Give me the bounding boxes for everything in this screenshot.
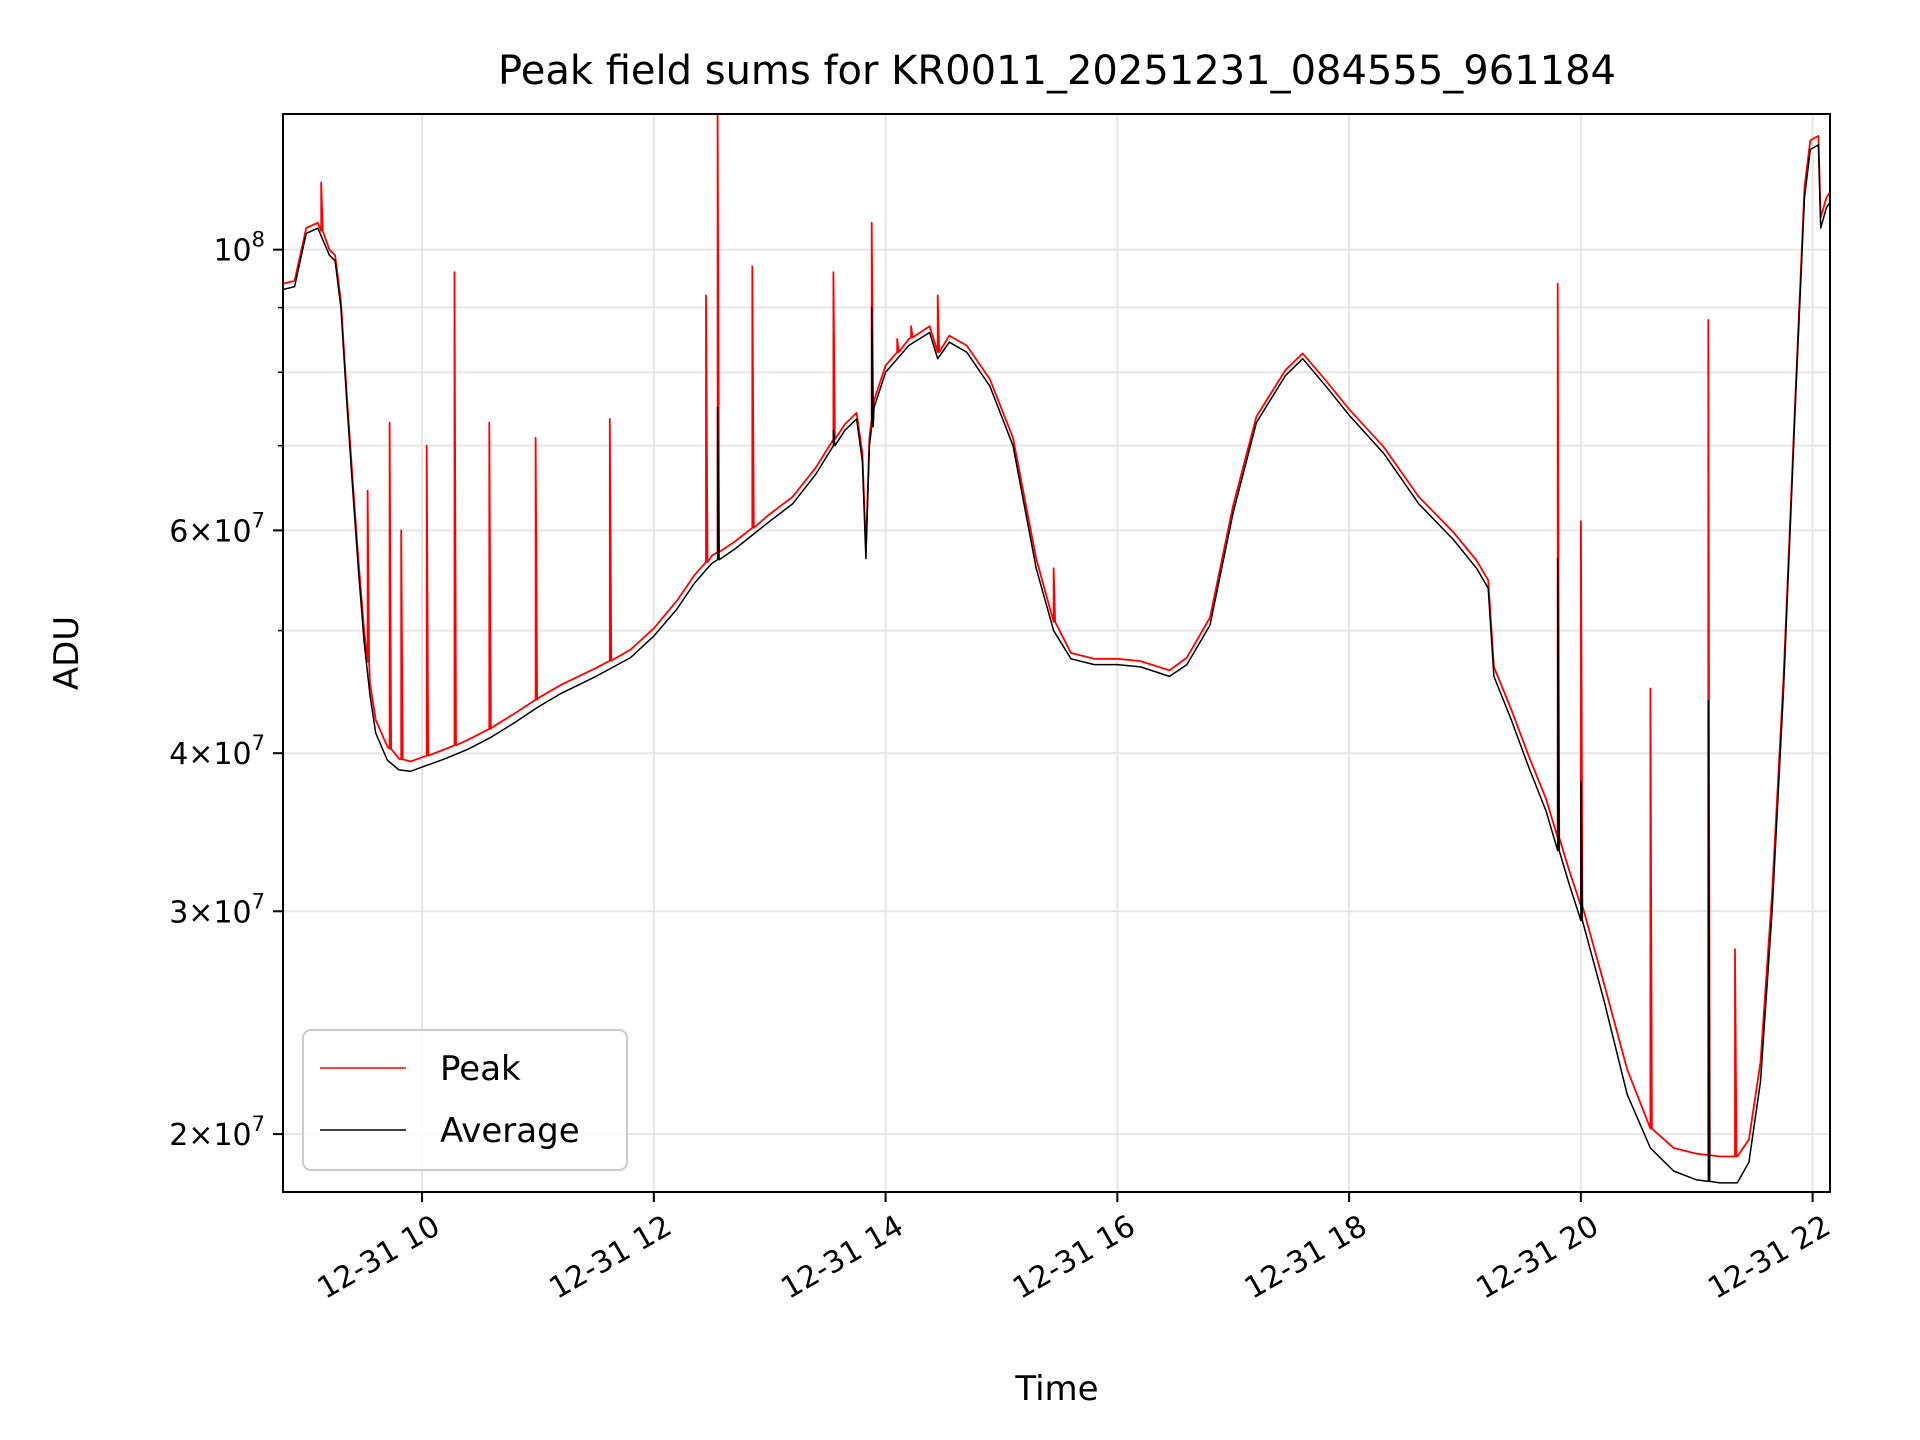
plot-frame bbox=[282, 113, 1831, 1193]
legend-box bbox=[302, 1029, 628, 1171]
series-line-average bbox=[283, 144, 1830, 1184]
legend: Peak Average bbox=[302, 1029, 628, 1171]
y-tick-label: 4×107 bbox=[169, 731, 265, 772]
series-layer bbox=[283, 114, 1830, 1184]
legend-label-peak: Peak bbox=[440, 1049, 521, 1089]
y-tick-label: 3×107 bbox=[169, 889, 265, 930]
y-tick-label: 2×107 bbox=[169, 1112, 265, 1153]
legend-label-average: Average bbox=[440, 1111, 580, 1151]
y-tick-label: 108 bbox=[213, 228, 265, 269]
y-axis: 108 6×107 4×107 3×107 2×107 bbox=[169, 228, 283, 1153]
y-axis-label: ADU bbox=[47, 616, 87, 690]
x-axis-label: Time bbox=[1014, 1369, 1098, 1409]
y-tick-label: 6×107 bbox=[169, 508, 265, 549]
chart-title: Peak field sums for KR0011_20251231_0845… bbox=[498, 48, 1616, 94]
